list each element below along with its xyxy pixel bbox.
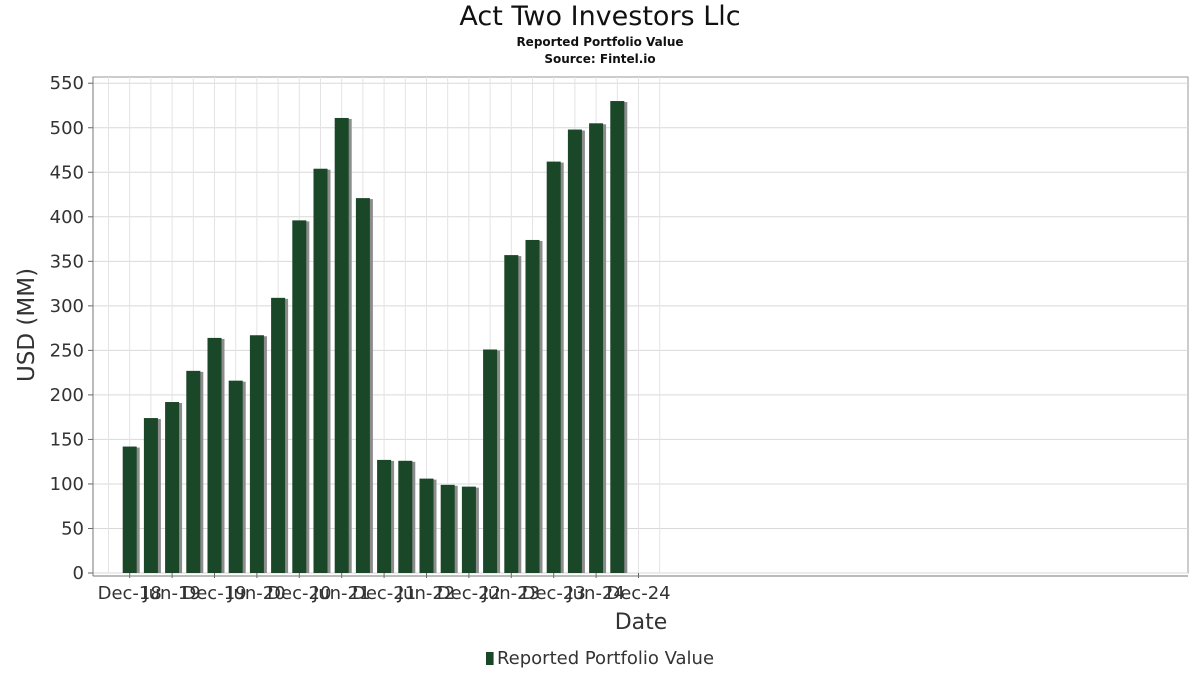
bar	[292, 220, 307, 573]
y-axis-label: USD (MM)	[14, 268, 40, 382]
bar	[377, 459, 392, 573]
x-tick-label: Dec-19	[182, 583, 246, 604]
x-axis-label: Date	[615, 610, 668, 635]
chart-svg: 050100150200250300350400450500550Dec-18J…	[14, 73, 1189, 635]
bar	[334, 117, 349, 574]
chart-source: Source: Fintel.io	[544, 52, 656, 66]
bar	[355, 198, 370, 573]
x-tick-label: Jun-23	[482, 583, 541, 604]
y-tick-label: 0	[73, 563, 84, 584]
axes: 050100150200250300350400450500550Dec-18J…	[50, 73, 1188, 604]
bar	[440, 484, 455, 573]
y-tick-label: 100	[50, 474, 84, 495]
bar	[165, 402, 180, 573]
x-tick-label: Dec-22	[437, 583, 501, 604]
bar	[228, 380, 243, 573]
y-tick-label: 200	[50, 385, 84, 406]
legend-label: Reported Portfolio Value	[496, 648, 715, 669]
y-tick-label: 400	[50, 207, 84, 228]
bar	[143, 418, 158, 573]
x-tick-label: Dec-18	[98, 583, 162, 604]
x-tick-label: Dec-23	[522, 583, 586, 604]
x-tick-label: Dec-24	[606, 583, 670, 604]
y-tick-label: 250	[50, 340, 84, 361]
bar	[207, 337, 222, 573]
bar	[546, 161, 561, 573]
bar	[271, 297, 286, 573]
bar	[249, 335, 264, 573]
bars	[122, 101, 628, 574]
bar	[483, 349, 498, 573]
y-tick-label: 300	[50, 296, 84, 317]
chart-title: Act Two Investors Llc	[459, 1, 741, 32]
x-tick-label: Jun-19	[142, 583, 201, 604]
bar	[504, 255, 519, 573]
x-tick-label: Dec-20	[267, 583, 331, 604]
y-tick-label: 500	[50, 118, 84, 139]
y-tick-label: 150	[50, 429, 84, 450]
bar	[122, 446, 137, 573]
bar	[525, 239, 540, 573]
x-tick-label: Jun-22	[397, 583, 456, 604]
x-tick-label: Jun-24	[566, 583, 625, 604]
y-tick-label: 450	[50, 162, 84, 183]
bar	[398, 460, 413, 573]
x-tick-label: Dec-21	[352, 583, 416, 604]
bar	[419, 478, 434, 573]
bar	[186, 370, 201, 573]
bar	[610, 101, 625, 573]
chart-subtitle: Reported Portfolio Value	[516, 35, 684, 49]
y-tick-label: 50	[61, 518, 84, 539]
legend-swatch	[485, 652, 494, 665]
y-tick-label: 350	[50, 251, 84, 272]
x-tick-label: Jun-20	[227, 583, 286, 604]
bar	[313, 168, 328, 574]
legend: Reported Portfolio Value	[0, 648, 1200, 669]
y-tick-label: 550	[50, 73, 84, 94]
bar	[461, 486, 476, 573]
bar	[589, 123, 604, 573]
bar	[567, 129, 582, 573]
x-tick-label: Jun-21	[312, 583, 371, 604]
